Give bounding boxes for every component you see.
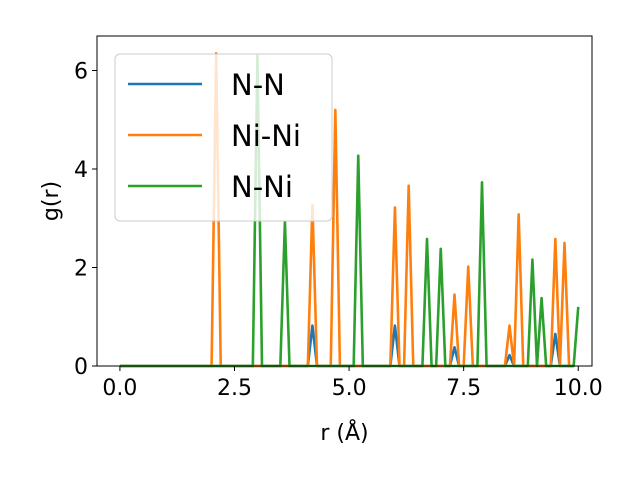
x-tick-label: 2.5: [217, 376, 252, 401]
legend-label-0: N-N: [231, 68, 285, 102]
x-tick-label: 5.0: [332, 376, 367, 401]
y-tick-label: 6: [74, 59, 88, 84]
y-tick-label: 2: [74, 256, 88, 281]
legend-label-2: N-Ni: [231, 170, 293, 204]
legend-label-1: Ni-Ni: [231, 119, 301, 153]
x-axis-label: r (Å): [320, 419, 368, 446]
x-tick-label: 0.0: [102, 376, 137, 401]
legend-box: [114, 53, 333, 222]
legend: N-N Ni-Ni N-Ni: [114, 53, 333, 222]
y-tick-label: 0: [74, 355, 88, 380]
x-tick-label: 7.5: [446, 376, 481, 401]
axes-frame: [96, 35, 593, 367]
x-tick-label: 10.0: [554, 376, 603, 401]
y-tick-label: 4: [74, 158, 88, 183]
axis-ticks: 0.0 2.5 5.0 7.5 10.0 0 2 4 6: [74, 59, 603, 401]
y-axis-label: g(r): [39, 181, 64, 221]
